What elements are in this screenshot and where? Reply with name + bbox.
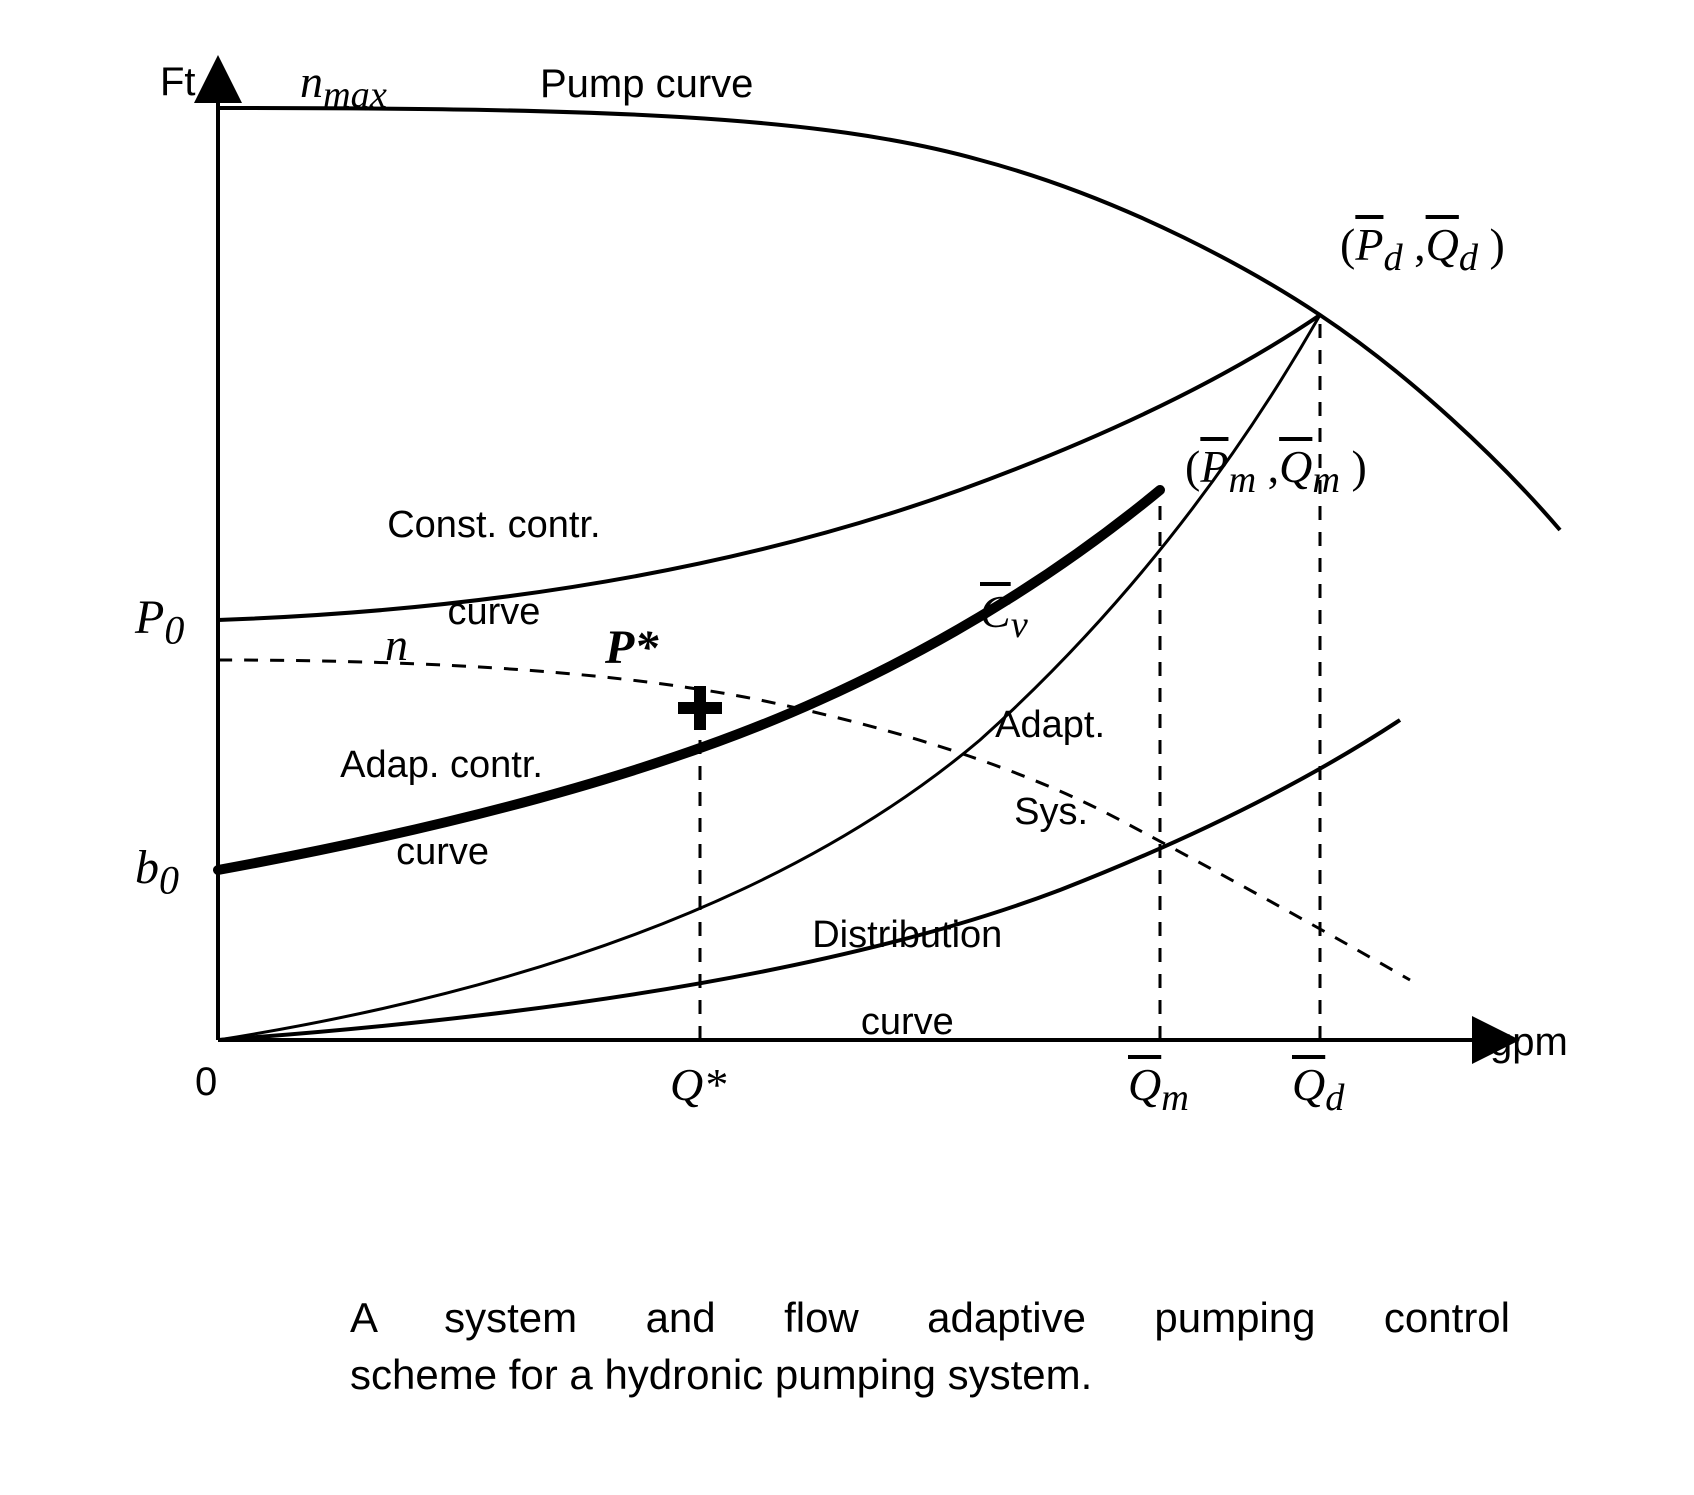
adapt-sys-label: Adapt. Sys. [955, 660, 1105, 878]
pd-qd-label: (Pd ,Qd ) [1340, 218, 1505, 280]
figure-caption: A system and flow adaptive pumping contr… [350, 1290, 1510, 1403]
const-contr-label: Const. contr. curve [345, 460, 601, 678]
adap-contr-label: Adap. contr. curve [300, 700, 543, 918]
x-axis-label: gpm [1490, 1020, 1568, 1065]
qd-bar-tick: Qd [1292, 1058, 1344, 1120]
n-max-label: nmax [300, 55, 387, 117]
figure-container: Ft gpm 0 nmax Pump curve P0 b0 n P* Cons… [0, 0, 1694, 1495]
qm-bar-tick: Qm [1128, 1058, 1189, 1120]
pump-curve-label: Pump curve [540, 62, 753, 107]
cv-bar-label: Cv [980, 585, 1028, 647]
distribution-label: Distribution curve [770, 870, 1002, 1088]
pm-qm-label: (Pm ,Qm ) [1185, 440, 1367, 502]
b0-label: b0 [135, 840, 179, 904]
origin-label: 0 [195, 1060, 217, 1105]
p-star-label: P* [605, 620, 658, 675]
q-star-tick: Q* [670, 1058, 726, 1111]
y-axis-label: Ft [160, 60, 196, 105]
p0-label: P0 [135, 590, 184, 654]
